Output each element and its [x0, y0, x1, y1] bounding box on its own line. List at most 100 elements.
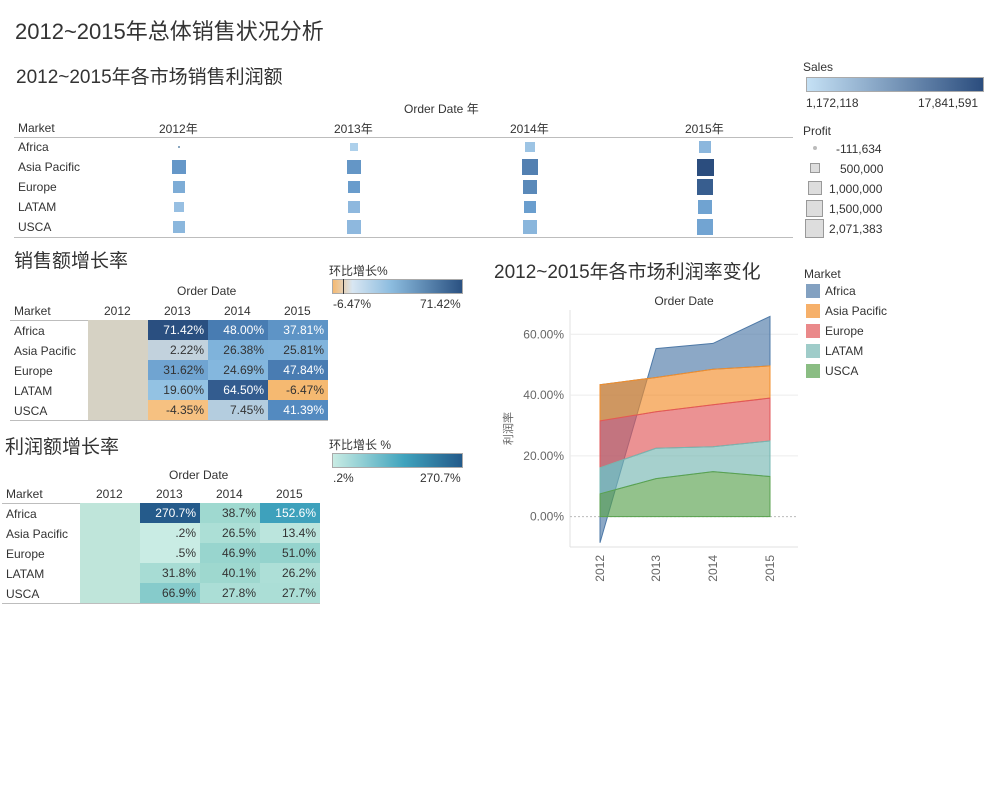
sales-growth-col-group-header: Order Date [177, 284, 237, 298]
profit-matrix-year-2012: 2012年 [159, 122, 198, 136]
profit-growth-cell-usca-2013[interactable]: 66.9% [140, 583, 200, 603]
profit-mark-europe-2012[interactable] [172, 180, 186, 194]
sales-growth-cell-africa-2013[interactable]: 71.42% [148, 320, 208, 340]
profit-legend-item-4: 1,500,000 [829, 202, 883, 216]
sales-growth-cell-latam-2013[interactable]: 19.60% [148, 380, 208, 400]
profit-mark-latam-2014[interactable] [523, 200, 537, 214]
area-legend-title: Market [804, 267, 841, 281]
profit-matrix-year-2013: 2013年 [334, 122, 373, 136]
profit-growth-legend-max: 270.7% [420, 471, 461, 485]
profit-growth-row-asia-pacific: Asia Pacific [6, 527, 69, 541]
sales-growth-row-header: Market [14, 304, 51, 318]
sales-growth-title: 销售额增长率 [14, 251, 129, 272]
sales-growth-year-2014: 2014 [224, 304, 251, 318]
profit-matrix-row-usca: USCA [18, 220, 52, 234]
profit-legend-size-1-icon [813, 146, 817, 150]
sales-growth-cell-africa-2015[interactable]: 37.81% [268, 320, 328, 340]
profit-mark-europe-2014[interactable] [522, 179, 538, 195]
sales-growth-cell-usca-2015[interactable]: 41.39% [268, 400, 328, 420]
profit-mark-europe-2015[interactable] [696, 178, 714, 196]
profit-growth-cell-europe-2014[interactable]: 46.9% [200, 543, 260, 563]
area-legend-label-latam[interactable]: LATAM [825, 344, 864, 358]
profit-legend-item-3: 1,000,000 [829, 182, 883, 196]
profit-matrix-year-2015: 2015年 [685, 122, 724, 136]
sales-growth-legend-max: 71.42% [420, 297, 461, 311]
area-chart-y-tick-0: 0.00% [530, 510, 564, 524]
area-legend-swatch-latam[interactable] [806, 344, 820, 358]
profit-legend-size-2-icon [810, 163, 820, 173]
sales-growth-cell-usca-2013[interactable]: -4.35% [148, 400, 208, 420]
profit-growth-cell-asia-pacific-2015[interactable]: 13.4% [260, 523, 320, 543]
profit-mark-usca-2014[interactable] [522, 219, 538, 235]
profit-matrix-row-europe: Europe [18, 180, 57, 194]
sales-growth-2012-empty-column [88, 320, 148, 420]
profit-mark-latam-2015[interactable] [698, 200, 712, 214]
profit-legend-size-4-icon [806, 200, 823, 217]
area-legend-label-europe[interactable]: Europe [825, 324, 864, 338]
profit-growth-row-europe: Europe [6, 547, 45, 561]
profit-legend-item-5: 2,071,383 [829, 222, 883, 236]
sales-growth-cell-latam-2014[interactable]: 64.50% [208, 380, 268, 400]
area-chart-x-tick-2012: 2012 [593, 555, 607, 582]
sales-growth-cell-usca-2014[interactable]: 7.45% [208, 400, 268, 420]
profit-matrix-row-asia-pacific: Asia Pacific [18, 160, 81, 174]
profit-mark-asia-pacific-2014[interactable] [522, 159, 538, 175]
sales-growth-cell-africa-2014[interactable]: 48.00% [208, 320, 268, 340]
profit-growth-cell-usca-2014[interactable]: 27.8% [200, 583, 260, 603]
sales-growth-row-africa: Africa [14, 324, 45, 338]
profit-matrix-bottom-divider [14, 237, 793, 238]
area-chart-y-label: 利润率 [501, 412, 515, 445]
profit-growth-cell-latam-2015[interactable]: 26.2% [260, 563, 320, 583]
area-legend-label-asia-pacific[interactable]: Asia Pacific [825, 304, 888, 318]
sales-legend-min: 1,172,118 [806, 96, 859, 110]
profit-mark-africa-2015[interactable] [698, 140, 712, 154]
sales-growth-row-latam: LATAM [14, 384, 53, 398]
profit-growth-cell-africa-2015[interactable]: 152.6% [260, 503, 320, 523]
area-legend-swatch-africa[interactable] [806, 284, 820, 298]
sales-growth-cell-latam-2015[interactable]: -6.47% [268, 380, 328, 400]
profit-growth-cell-europe-2015[interactable]: 51.0% [260, 543, 320, 563]
profit-mark-africa-2013[interactable] [349, 142, 359, 152]
profit-matrix-row-latam: LATAM [18, 200, 57, 214]
area-series-usca [599, 471, 771, 518]
profit-mark-asia-pacific-2013[interactable] [346, 159, 362, 175]
profit-mark-usca-2015[interactable] [697, 219, 713, 235]
profit-mark-europe-2013[interactable] [347, 180, 361, 194]
profit-mark-asia-pacific-2012[interactable] [171, 159, 187, 175]
profit-mark-latam-2013[interactable] [348, 201, 360, 213]
profit-growth-bottom-divider [2, 603, 320, 604]
profit-growth-year-2012: 2012 [96, 487, 123, 501]
profit-growth-cell-asia-pacific-2013[interactable]: .2% [140, 523, 200, 543]
sales-growth-cell-europe-2014[interactable]: 24.69% [208, 360, 268, 380]
sales-growth-bottom-divider [10, 420, 328, 421]
profit-mark-usca-2013[interactable] [347, 220, 361, 234]
profit-mark-latam-2012[interactable] [173, 201, 185, 213]
area-legend-swatch-usca[interactable] [806, 364, 820, 378]
profit-mark-usca-2012[interactable] [173, 221, 185, 233]
profit-mark-asia-pacific-2015[interactable] [696, 158, 714, 176]
sales-growth-cell-asia-pacific-2014[interactable]: 26.38% [208, 340, 268, 360]
profit-mark-africa-2014[interactable] [525, 142, 535, 152]
area-legend-label-usca[interactable]: USCA [825, 364, 859, 378]
profit-matrix-row-africa: Africa [18, 140, 49, 154]
sales-growth-cell-europe-2015[interactable]: 47.84% [268, 360, 328, 380]
area-legend-swatch-asia-pacific[interactable] [806, 304, 820, 318]
profit-growth-cell-africa-2014[interactable]: 38.7% [200, 503, 260, 523]
sales-growth-cell-europe-2013[interactable]: 31.62% [148, 360, 208, 380]
profit-mark-africa-2012[interactable] [178, 146, 180, 148]
profit-growth-cell-asia-pacific-2014[interactable]: 26.5% [200, 523, 260, 543]
profit-growth-cell-africa-2013[interactable]: 270.7% [140, 503, 200, 523]
profit-growth-cell-latam-2014[interactable]: 40.1% [200, 563, 260, 583]
profit-growth-year-2013: 2013 [156, 487, 183, 501]
profit-growth-cell-europe-2013[interactable]: .5% [140, 543, 200, 563]
area-legend-swatch-europe[interactable] [806, 324, 820, 338]
sales-growth-legend-title: 环比增长% [329, 264, 388, 278]
area-chart: Order Date 0.00% 20.00% 40.00% 60.00% 利润率 2012… [501, 294, 798, 582]
area-chart-x-tick-2013: 2013 [649, 555, 663, 582]
area-legend-label-africa[interactable]: Africa [825, 284, 856, 298]
sales-growth-cell-asia-pacific-2013[interactable]: 2.22% [148, 340, 208, 360]
profit-growth-cell-usca-2015[interactable]: 27.7% [260, 583, 320, 603]
profit-growth-title: 利润额增长率 [5, 437, 120, 458]
sales-growth-cell-asia-pacific-2015[interactable]: 25.81% [268, 340, 328, 360]
profit-growth-cell-latam-2013[interactable]: 31.8% [140, 563, 200, 583]
